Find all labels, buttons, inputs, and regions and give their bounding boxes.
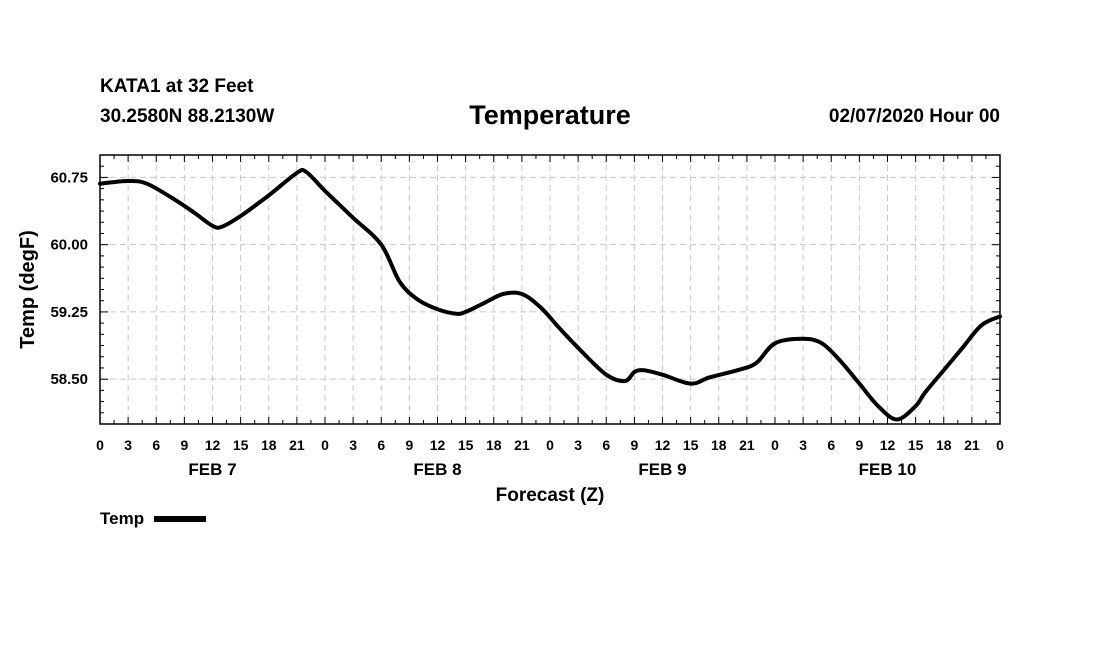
x-tick-label: 12 [880,437,896,453]
x-tick-label: 3 [349,437,357,453]
x-axis-title: Forecast (Z) [496,485,605,506]
y-tick-label: 60.00 [50,237,88,254]
x-tick-label: 0 [546,437,554,453]
legend: Temp [100,509,207,529]
x-tick-label: 9 [180,437,188,453]
x-day-label: FEB 9 [638,460,686,479]
x-day-label: FEB 10 [859,460,917,479]
x-tick-label: 21 [289,437,305,453]
plot-frame [99,154,1001,425]
station-coordinates: 30.2580N 88.2130W [100,106,275,127]
x-tick-label: 0 [771,437,779,453]
x-tick-label: 0 [996,437,1004,453]
x-day-label: FEB 8 [413,460,461,479]
x-tick-label: 21 [514,437,530,453]
x-tick-label: 6 [602,437,610,453]
x-tick-label: 12 [430,437,446,453]
x-tick-label: 3 [124,437,132,453]
x-tick-label: 15 [683,437,699,453]
forecast-run-time: 02/07/2020 Hour 00 [828,106,1000,127]
x-tick-label: 18 [711,437,727,453]
x-tick-label: 9 [405,437,413,453]
station-label: KATA1 at 32 Feet [100,76,254,97]
y-axis-title: Temp (degF) [17,230,39,349]
legend-label: Temp [100,509,145,528]
x-tick-label: 12 [205,437,221,453]
x-tick-label: 0 [96,437,104,453]
x-day-label: FEB 7 [188,460,236,479]
x-tick-label: 15 [233,437,249,453]
x-tick-label: 9 [630,437,638,453]
x-tick-label: 18 [486,437,502,453]
x-tick-label: 9 [855,437,863,453]
series-line-temp [98,167,1002,422]
x-tick-label: 18 [936,437,952,453]
x-tick-label: 18 [261,437,277,453]
x-tick-label: 15 [908,437,924,453]
y-tick-label: 58.50 [50,371,88,388]
x-tick-label: 6 [152,437,160,453]
legend-line-swatch [154,516,207,522]
x-tick-label: 12 [655,437,671,453]
x-tick-label: 15 [458,437,474,453]
x-tick-label: 6 [827,437,835,453]
x-tick-label: 3 [799,437,807,453]
x-tick-label: 21 [964,437,980,453]
x-tick-label: 21 [739,437,755,453]
chart-title: Temperature [469,100,631,130]
x-tick-label: 6 [377,437,385,453]
x-tick-label: 3 [574,437,582,453]
x-tick-label: 0 [321,437,329,453]
y-tick-label: 60.75 [50,169,88,186]
y-tick-label: 59.25 [50,304,88,321]
